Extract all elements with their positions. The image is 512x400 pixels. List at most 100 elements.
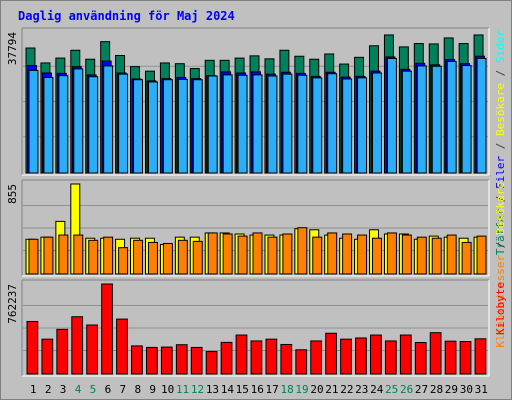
- bar-sidor: [446, 60, 457, 174]
- x-tick-label: 20: [310, 383, 323, 396]
- bar-sidor: [252, 74, 263, 174]
- bar-klientadresser: [357, 234, 368, 275]
- x-tick-label: 12: [191, 383, 204, 396]
- panel-bottom: 762237 Kilobyte: [6, 279, 507, 377]
- x-tick-label: 3: [60, 383, 67, 396]
- panel-top: 37794 Träffar / Filer / Besökare / Sidor: [6, 27, 507, 256]
- x-tick-label: 14: [221, 383, 235, 396]
- x-tick-label: 7: [120, 383, 127, 396]
- legend-entry: /: [494, 189, 507, 209]
- x-tick-label: 28: [430, 383, 443, 396]
- bar-klientadresser: [416, 236, 427, 275]
- bar-sidor: [476, 57, 487, 174]
- bar-sidor: [342, 78, 353, 174]
- x-tick-label: 17: [266, 383, 279, 396]
- legend-entry: Besökare: [494, 83, 507, 136]
- bar-kilobyte: [220, 341, 233, 375]
- bar-kilobyte: [429, 332, 442, 375]
- bar-klientadresser: [386, 232, 397, 275]
- bar-sidor: [297, 74, 308, 174]
- bar-sidor: [372, 72, 382, 174]
- bar-kilobyte: [235, 334, 248, 375]
- bar-kilobyte: [444, 340, 457, 375]
- x-tick-label: 18: [280, 383, 293, 396]
- bar-sidor: [207, 75, 218, 174]
- bar-klientadresser: [342, 233, 353, 275]
- bar-klientadresser: [88, 239, 99, 275]
- bar-klientadresser: [147, 241, 158, 275]
- y-axis-legend: Kilobyte: [494, 282, 507, 335]
- x-tick-label: 15: [236, 383, 249, 396]
- bar-kilobyte: [370, 334, 382, 375]
- x-tick-label: 2: [45, 383, 52, 396]
- bar-sidor: [103, 65, 114, 174]
- bar-sidor: [118, 73, 129, 174]
- bar-klientadresser: [28, 238, 39, 275]
- x-tick-label: 25: [385, 383, 398, 396]
- x-tick-label: 5: [90, 383, 97, 396]
- legend-entry: /: [494, 235, 507, 255]
- bar-klientadresser: [177, 239, 188, 275]
- y-axis-legend: Klientadresser / Besökare: [494, 182, 507, 348]
- x-tick-label: 26: [400, 383, 413, 396]
- bar-kilobyte: [295, 349, 308, 375]
- bar-sidor: [88, 76, 99, 174]
- bar-sidor: [401, 70, 412, 174]
- bar-klientadresser: [267, 236, 278, 275]
- legend-entry: Besökare: [494, 182, 507, 235]
- bar-klientadresser: [252, 232, 263, 275]
- x-tick-label: 24: [370, 383, 384, 396]
- legend-entry: Sidor: [494, 30, 507, 63]
- bar-sidor: [162, 79, 173, 174]
- legend-entry: Träffar: [494, 208, 507, 255]
- bar-kilobyte: [56, 328, 69, 375]
- x-tick-label: 6: [105, 383, 112, 396]
- bar-klientadresser: [118, 247, 129, 275]
- bar-kilobyte: [41, 338, 54, 375]
- bar-klientadresser: [73, 234, 84, 275]
- bar-klientadresser: [192, 240, 203, 275]
- bar-klientadresser: [401, 234, 412, 275]
- legend-entry: /: [494, 136, 507, 156]
- x-tick-label: 1: [30, 383, 37, 396]
- bar-klientadresser: [297, 227, 308, 275]
- legend-entry: Filer: [494, 155, 507, 188]
- bar-sidor: [237, 74, 248, 174]
- bar-klientadresser: [476, 235, 487, 275]
- bar-kilobyte: [160, 346, 173, 375]
- bar-kilobyte: [250, 340, 263, 375]
- y-max-label: 762237: [6, 284, 19, 324]
- bar-sidor: [327, 73, 338, 174]
- x-tick-label: 11: [176, 383, 189, 396]
- bar-klientadresser: [237, 235, 248, 275]
- bar-klientadresser: [446, 234, 457, 275]
- x-tick-label: 9: [149, 383, 156, 396]
- bar-sidor: [58, 75, 69, 174]
- bar-kilobyte: [384, 340, 397, 375]
- x-tick-label: 27: [415, 383, 428, 396]
- bar-sidor: [147, 81, 158, 174]
- bar-kilobyte: [280, 343, 293, 375]
- bar-kilobyte: [325, 332, 337, 375]
- bar-klientadresser: [103, 236, 114, 275]
- x-axis-labels: 1 2 3 4 5 6 7 8 9 10 11 12 13 14 15 16 17 18 19 20 21 22 23 24 2…: [30, 383, 488, 396]
- bar-kilobyte: [131, 345, 143, 375]
- bar-klientadresser: [282, 233, 293, 275]
- bar-klientadresser: [312, 236, 323, 275]
- bar-kilobyte: [474, 338, 487, 375]
- bar-kilobyte: [414, 341, 427, 375]
- bar-sidor: [416, 65, 427, 174]
- bar-sidor: [192, 79, 203, 174]
- y-axis-legend: Träffar / Filer / Besökare / Sidor: [494, 30, 507, 256]
- bar-kilobyte: [101, 283, 113, 375]
- bar-kilobyte: [399, 334, 412, 375]
- x-tick-label: 23: [355, 383, 368, 396]
- bar-sidor: [133, 79, 144, 174]
- bar-kilobyte: [355, 337, 367, 375]
- legend-entry: Klientadresser: [494, 254, 507, 347]
- legend-entry: Kilobyte: [494, 282, 507, 335]
- bar-kilobyte: [145, 346, 158, 375]
- panel-middle: 855 Klientadresser / Besökare: [6, 179, 507, 348]
